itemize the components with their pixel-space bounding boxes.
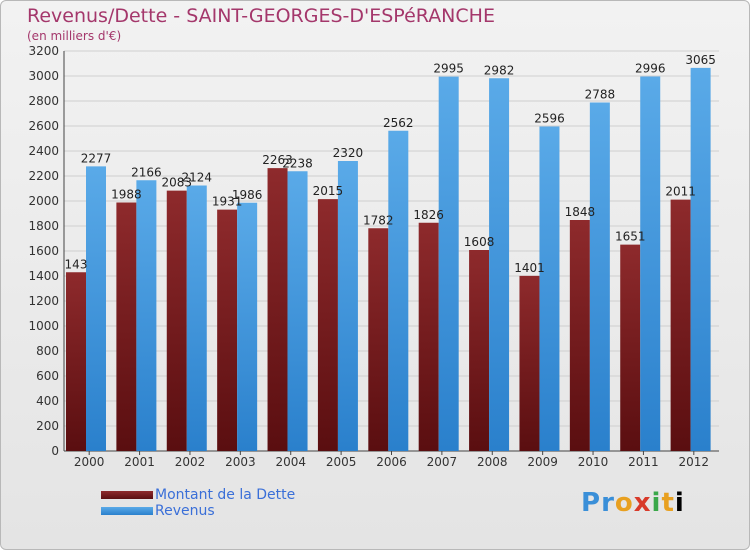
legend-swatch-debt [101, 491, 153, 499]
data-label: 3065 [685, 53, 716, 67]
data-label: 2982 [484, 63, 515, 77]
chart-title: Revenus/Dette - SAINT-GEORGES-D'ESPéRANC… [27, 5, 495, 27]
x-tick-label: 2006 [376, 455, 407, 469]
y-tick-label: 800 [36, 344, 59, 358]
bar-revenue [86, 166, 106, 451]
data-label: 2320 [333, 146, 364, 160]
data-label: 2277 [81, 151, 112, 165]
bar-debt [66, 272, 86, 451]
bar-debt [368, 228, 389, 451]
data-label: 1826 [413, 208, 444, 222]
y-tick-label: 1400 [28, 269, 59, 283]
data-label: 2996 [635, 62, 666, 76]
data-label: 2166 [131, 165, 162, 179]
data-label: 1401 [514, 261, 545, 275]
x-tick-label: 2011 [628, 455, 659, 469]
bar-revenue [438, 76, 459, 451]
bar-debt [670, 199, 691, 451]
x-tick-label: 2005 [326, 455, 357, 469]
bar-debt [267, 168, 288, 451]
x-tick-label: 2000 [74, 455, 105, 469]
data-label: 2562 [383, 116, 414, 130]
y-tick-label: 2400 [28, 144, 59, 158]
data-label: 2015 [313, 184, 344, 198]
x-tick-label: 2004 [275, 455, 306, 469]
legend-label-debt: Montant de la Dette [155, 487, 296, 503]
x-tick-label: 2001 [124, 455, 155, 469]
bar-debt [569, 220, 590, 451]
legend-item-debt: Montant de la Dette [101, 487, 295, 503]
x-tick-label: 2012 [679, 455, 710, 469]
y-tick-label: 600 [36, 369, 59, 383]
bar-debt [418, 222, 439, 451]
bar-revenue [640, 76, 661, 451]
y-tick-label: 1200 [28, 294, 59, 308]
bar-revenue [388, 130, 409, 451]
y-tick-label: 0 [51, 444, 59, 458]
y-tick-label: 1600 [28, 244, 59, 258]
data-label: 1988 [111, 188, 142, 202]
bar-revenue [589, 102, 610, 451]
y-tick-label: 2200 [28, 169, 59, 183]
bar-debt [519, 275, 540, 451]
y-tick-label: 400 [36, 394, 59, 408]
data-label: 2124 [181, 171, 212, 185]
bar-debt [166, 190, 187, 451]
bar-revenue [186, 185, 207, 451]
legend-label-revenue: Revenus [155, 503, 215, 519]
data-label: 2263 [262, 153, 293, 167]
y-tick-label: 1000 [28, 319, 59, 333]
x-tick-label: 2008 [477, 455, 508, 469]
data-labels: 143 1988 2083 1931 2263 2015 1782 1826 1608 1401 1… [65, 53, 716, 275]
chart-subtitle: (en milliers d'€) [27, 29, 122, 43]
y-tick-label: 200 [36, 419, 59, 433]
data-label: 1931 [212, 195, 243, 209]
bar-revenue [287, 171, 308, 451]
y-tick-label: 2600 [28, 119, 59, 133]
bar-revenue [489, 78, 510, 451]
data-label: 2011 [665, 185, 696, 199]
bar-debt [620, 244, 641, 451]
bar-debt [217, 209, 238, 451]
bar-debt [469, 250, 490, 451]
bar-revenue [237, 202, 258, 451]
x-tick-label: 2003 [225, 455, 256, 469]
x-tick-label: 2009 [527, 455, 558, 469]
bars [66, 67, 711, 451]
data-label: 143 [65, 257, 88, 271]
data-label: 2596 [534, 112, 565, 126]
bar-debt [116, 202, 137, 451]
data-label: 2083 [161, 176, 192, 190]
legend-swatch-revenue [101, 507, 153, 515]
data-label: 2238 [282, 156, 313, 170]
data-label: 1608 [464, 235, 495, 249]
data-label: 1651 [615, 230, 646, 244]
legend: Montant de la Dette Revenus [101, 487, 295, 519]
data-label: 2788 [585, 88, 616, 102]
bar-revenue [539, 126, 560, 451]
bar-revenue [136, 180, 157, 451]
y-tick-label: 1800 [28, 219, 59, 233]
y-tick-label: 3000 [28, 69, 59, 83]
bar-revenue [690, 67, 711, 451]
data-label: 1986 [232, 188, 263, 202]
axes: 0 200 400 600 800 1000 1200 1400 1600 1800 2000 220… [28, 44, 719, 469]
y-tick-label: 2000 [28, 194, 59, 208]
bar-debt [317, 199, 338, 451]
y-tick-label: 2800 [28, 94, 59, 108]
x-tick-label: 2010 [578, 455, 609, 469]
x-tick-label: 2002 [175, 455, 206, 469]
data-label: 1782 [363, 213, 394, 227]
bar-revenue [337, 161, 358, 451]
data-label: 2995 [433, 62, 464, 76]
proxiti-logo: Proxiti [581, 488, 685, 518]
y-tick-label: 3200 [28, 44, 59, 58]
data-label: 1848 [565, 205, 596, 219]
x-tick-label: 2007 [427, 455, 458, 469]
legend-item-revenue: Revenus [101, 503, 295, 519]
